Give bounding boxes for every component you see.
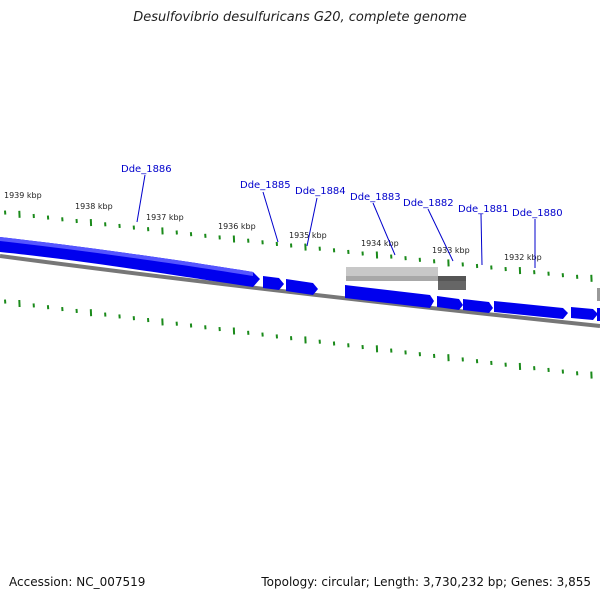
genome-backbone: [0, 254, 600, 328]
kbp-label: 1938 kbp: [75, 202, 113, 211]
kbp-label: 1939 kbp: [4, 191, 42, 200]
accession-text: Accession: NC_007519: [9, 575, 146, 589]
scale-labels: 1939 kbp 1938 kbp 1937 kbp 1936 kbp 1935…: [4, 191, 542, 262]
gene-dde-1886-highlight: [0, 237, 253, 276]
gene-partial-gray: [597, 288, 600, 301]
gene-dde-1885[interactable]: [263, 276, 284, 290]
gene-dde-1883[interactable]: [345, 285, 434, 308]
gene-labels: Dde_1886 Dde_1885 Dde_1884 Dde_1883 Dde_…: [121, 164, 563, 219]
gene-dde-1881[interactable]: [463, 299, 493, 313]
gene-dde-1879[interactable]: [571, 307, 598, 320]
gene-track[interactable]: [0, 237, 600, 321]
scale-ticks-bottom: [4, 299, 593, 379]
gene-dde-1880[interactable]: [494, 301, 568, 319]
kbp-label: 1933 kbp: [432, 246, 470, 255]
gene-dde-1886[interactable]: [0, 237, 260, 287]
scale-ticks-top: [4, 210, 593, 282]
gene-label-dde-1882[interactable]: Dde_1882: [403, 198, 454, 209]
gene-label-dde-1886[interactable]: Dde_1886: [121, 164, 172, 175]
topology-summary: Topology: circular; Length: 3,730,232 bp…: [261, 575, 591, 589]
gene-label-dde-1880[interactable]: Dde_1880: [512, 208, 563, 219]
gene-dde-1882[interactable]: [437, 296, 463, 310]
gene-label-dde-1881[interactable]: Dde_1881: [458, 204, 509, 215]
kbp-label: 1937 kbp: [146, 213, 184, 222]
kbp-label: 1932 kbp: [504, 253, 542, 262]
kbp-label: 1936 kbp: [218, 222, 256, 231]
gene-dde-1884[interactable]: [286, 279, 318, 295]
gene-label-dde-1885[interactable]: Dde_1885: [240, 180, 291, 191]
gene-label-dde-1884[interactable]: Dde_1884: [295, 186, 346, 197]
gene-partial[interactable]: [597, 308, 600, 321]
genome-title: Desulfovibrio desulfuricans G20, complet…: [133, 10, 467, 25]
kbp-label: 1934 kbp: [361, 239, 399, 248]
gene-label-dde-1883[interactable]: Dde_1883: [350, 192, 401, 203]
selected-gene-dde-1882[interactable]: [346, 267, 466, 290]
kbp-label: 1935 kbp: [289, 231, 327, 240]
gene-label-lines: [136, 174, 536, 268]
